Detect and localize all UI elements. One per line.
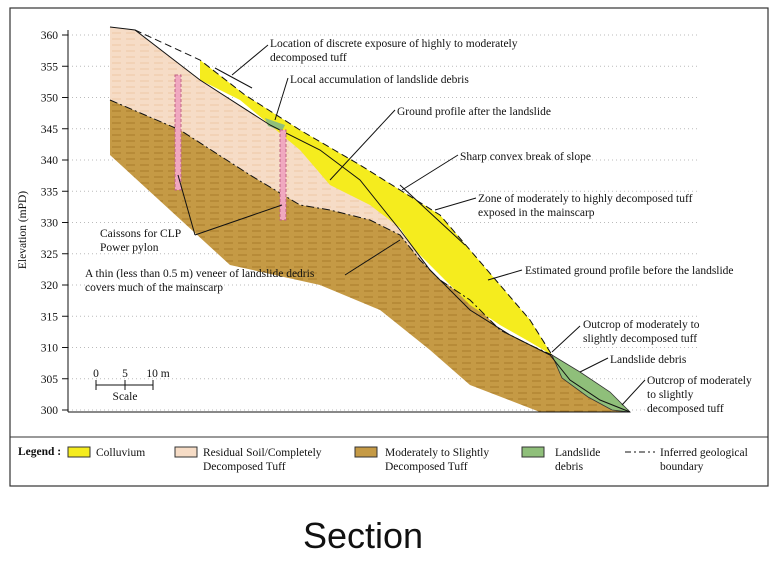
legend-swatch [521,446,545,458]
scale-label: 0 [93,368,99,380]
legend-label: Decomposed Tuff [203,461,286,473]
tick-label: 310 [41,343,59,355]
legend-label: Inferred geological [660,447,748,459]
legend-swatch [174,446,198,458]
tick-label: 345 [41,124,59,136]
landslide-debris [551,354,632,413]
annotation: Local accumulation of landslide debris [290,74,469,86]
legend-label: debris [555,461,584,473]
debris-patch [265,118,285,131]
tick-label: 300 [41,405,59,417]
annotation: covers much of the mainscarp [85,282,223,294]
annotation: Power pylon [100,242,159,254]
annotation: Sharp convex break of slope [460,151,591,163]
annotation: Zone of moderately to highly decomposed … [478,193,693,205]
ground-before [134,29,553,356]
legend-label: Landslide [555,447,600,459]
tick-label: 330 [41,218,59,230]
annotation: Outcrop of moderately [647,375,752,387]
legend: Colluvium Residual Soil/Completely Decompo… [96,447,748,473]
tick-label: 340 [41,155,59,167]
scale-title: Scale [113,391,138,403]
axis-label: Elevation (mPD) [17,191,29,269]
annotation: decomposed tuff [270,52,347,64]
tick-label: 325 [41,249,59,261]
legend-label: Decomposed Tuff [385,461,468,473]
caisson [279,129,287,221]
legend-swatch [354,446,378,458]
annotation: Outcrop of moderately to [583,319,700,331]
annotation: Ground profile after the landslide [397,106,551,118]
annotations: Location of discrete exposure of highly … [85,38,752,415]
annotation: to slightly [647,389,694,401]
tick-label: 335 [41,186,59,198]
legend-label: Residual Soil/Completely [203,447,322,459]
ground-after [109,26,631,413]
legend-label: boundary [660,461,704,473]
annotation: Landslide debris [610,354,687,366]
scale-label: 10 m [146,368,169,380]
legend-swatch [67,446,91,458]
annotation: exposed in the mainscarp [478,207,595,219]
residual-soil [110,27,550,355]
scale-label: 5 [122,368,128,380]
annotation: slightly decomposed tuff [583,333,697,345]
annotation: Estimated ground profile before the land… [525,265,734,277]
tick-label: 355 [41,61,59,73]
tick-label: 320 [41,280,59,292]
annotation: A thin (less than 0.5 m) veneer of lands… [85,268,315,280]
legend-title: Legend : [18,446,61,458]
leaders [95,44,646,406]
annotation: Location of discrete exposure of highly … [270,38,518,50]
tick-label: 305 [41,374,59,386]
inferred-boundary [109,99,553,356]
tick-label: 350 [41,93,59,105]
annotation: Caissons for CLP [100,228,181,240]
tick-label: 360 [41,30,59,42]
tuff [110,100,630,412]
annotation: decomposed tuff [647,403,724,415]
caption: Section [303,515,423,556]
caisson [174,74,182,191]
legend-label: Moderately to Slightly [385,447,489,459]
frame [9,7,769,487]
tick-label: 315 [41,311,59,323]
legend-label: Colluvium [96,447,145,459]
